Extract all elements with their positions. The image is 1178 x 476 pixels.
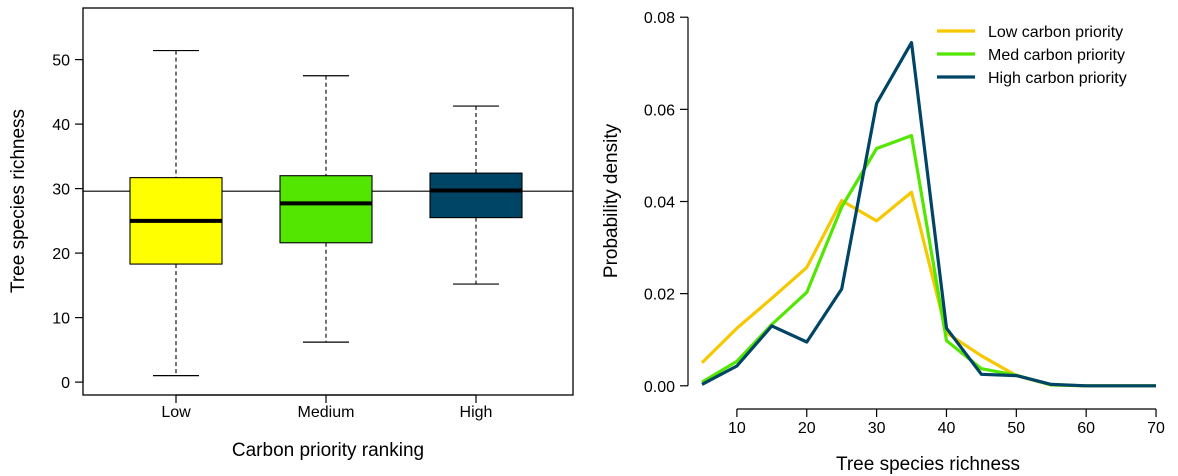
- density-lines: [700, 40, 1156, 388]
- y-tick-label: 0.04: [644, 195, 675, 212]
- y-tick-label: 0.00: [644, 379, 675, 396]
- density-x-label: Tree species richness: [836, 454, 1020, 475]
- y-tick-label: 20: [52, 246, 70, 263]
- x-tick-label: 40: [938, 420, 956, 437]
- x-tick-label: 60: [1077, 420, 1095, 437]
- y-tick-label: 10: [52, 311, 70, 328]
- legend-label: High carbon priority: [988, 70, 1127, 87]
- density-y-label: Probability density: [601, 123, 622, 278]
- x-tick-label: 70: [1147, 420, 1165, 437]
- x-tick-label-high: High: [460, 404, 493, 421]
- iqr-box: [279, 175, 373, 244]
- series-line-high: [701, 40, 1156, 388]
- box-low: [129, 49, 223, 377]
- x-tick-label: 10: [728, 420, 746, 437]
- density-axes: 0.00 0.02 0.04 0.06 0.08 10 20 30 40 50 60 70: [644, 10, 1165, 437]
- legend: Low carbon priority Med carbon priority Hi…: [937, 24, 1127, 87]
- box-high: [429, 105, 523, 285]
- series-line-low: [700, 190, 1156, 388]
- boxplot-y-axis: 0 10 20 30 40 50: [52, 53, 84, 392]
- boxplot-x-axis: Low Medium High: [161, 394, 493, 421]
- x-tick-label: 30: [868, 420, 886, 437]
- x-tick-label-medium: Medium: [298, 404, 355, 421]
- boxes: [129, 49, 523, 377]
- y-tick-label: 0.06: [644, 102, 675, 119]
- legend-label: Low carbon priority: [988, 24, 1123, 41]
- x-tick-label: 50: [1007, 420, 1025, 437]
- y-tick-label: 40: [52, 117, 70, 134]
- y-tick-label: 0.08: [644, 10, 675, 27]
- legend-label: Med carbon priority: [988, 47, 1125, 64]
- x-tick-label: 20: [798, 420, 816, 437]
- x-tick-label-low: Low: [161, 404, 191, 421]
- box-medium: [279, 75, 373, 343]
- density-panel: 0.00 0.02 0.04 0.06 0.08 10 20 30 40 50 60 70 Low c…: [601, 10, 1165, 475]
- y-tick-label: 30: [52, 182, 70, 199]
- iqr-box: [429, 172, 523, 219]
- y-tick-label: 50: [52, 53, 70, 70]
- y-tick-label: 0.02: [644, 287, 675, 304]
- boxplot-x-label: Carbon priority ranking: [232, 440, 424, 461]
- boxplot-y-label: Tree species richness: [8, 109, 29, 293]
- y-tick-label: 0: [61, 375, 70, 392]
- boxplot-panel: 0 10 20 30 40 50 Low Medium High Carbon priorit…: [8, 7, 574, 461]
